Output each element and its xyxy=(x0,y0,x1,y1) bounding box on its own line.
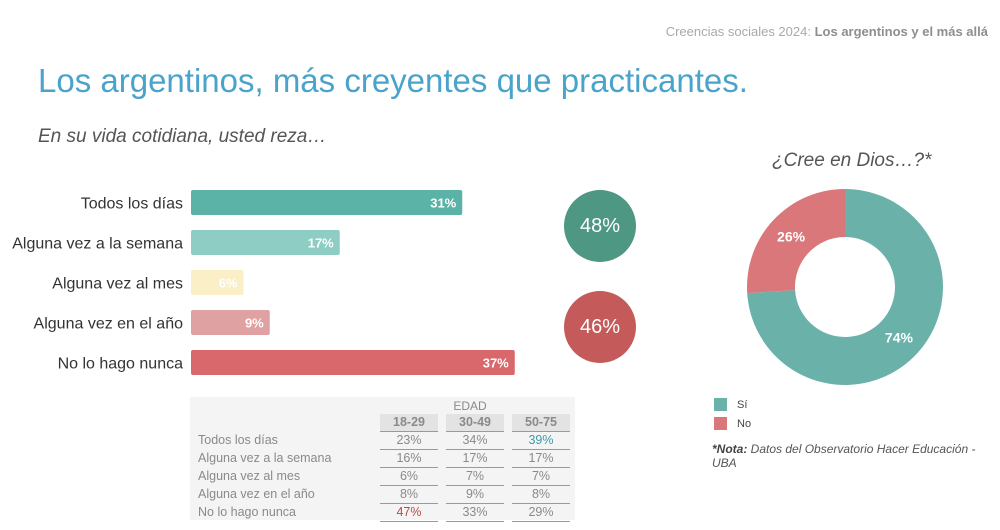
age-col-gap xyxy=(504,414,512,432)
cell: 23% xyxy=(380,431,438,450)
cell: 17% xyxy=(512,449,570,468)
header-note: Creencias sociales 2024: Los argentinos … xyxy=(666,24,988,39)
donut-value-label: 74% xyxy=(885,330,914,346)
cell-gap xyxy=(504,468,512,486)
age-col-gap xyxy=(438,414,446,432)
source-note: *Nota: Datos del Observatorio Hacer Educ… xyxy=(712,442,1000,470)
donut-legend: Sí No xyxy=(714,398,751,436)
cell: 7% xyxy=(512,467,570,486)
bar-value-label: 31% xyxy=(430,196,456,211)
cell: 8% xyxy=(380,485,438,504)
bar xyxy=(191,270,244,295)
bar xyxy=(191,310,270,335)
bar xyxy=(191,230,340,255)
cell-gap xyxy=(504,432,512,450)
legend-label-si: Sí xyxy=(737,398,748,411)
header-topic: Los argentinos y el más allá xyxy=(814,24,988,39)
donut-slice xyxy=(747,189,943,385)
row-label: Todos los días xyxy=(198,433,278,447)
bar xyxy=(191,190,463,215)
table-row: Alguna vez al mes 6% 7% 7% xyxy=(198,467,570,486)
row-label: No lo hago nunca xyxy=(198,505,296,519)
bar-category-label: Todos los días xyxy=(81,196,183,213)
age-breakdown-table: 18-29 30-49 50-75 Todos los días 23% 34%… xyxy=(198,414,570,522)
table-row: No lo hago nunca 47% 33% 29% xyxy=(198,503,570,522)
row-label: Alguna vez en el año xyxy=(198,487,315,501)
legend-item-si: Sí xyxy=(714,398,751,411)
cell: 33% xyxy=(446,503,504,522)
page-title: Los argentinos, más creyentes que practi… xyxy=(38,62,748,99)
legend-swatch-si xyxy=(714,398,727,411)
note-bold: *Nota: xyxy=(712,442,748,456)
legend-swatch-no xyxy=(714,417,727,430)
cell-gap xyxy=(438,468,446,486)
bubble-frequent: 48% xyxy=(564,190,636,262)
cell-gap xyxy=(504,486,512,504)
cell: 8% xyxy=(512,485,570,504)
row-label: Alguna vez al mes xyxy=(198,469,301,483)
cell: 34% xyxy=(446,431,504,450)
bar-value-label: 17% xyxy=(308,236,334,251)
header-series: Creencias sociales 2024: xyxy=(665,24,811,39)
table-row: Alguna vez en el año 8% 9% 8% xyxy=(198,485,570,504)
cell: 16% xyxy=(380,449,438,468)
donut-slice xyxy=(747,189,845,294)
bubble-rare: 46% xyxy=(564,291,636,363)
age-group-header-label: EDAD xyxy=(453,399,487,413)
cell-gap xyxy=(438,432,446,450)
cell: 7% xyxy=(446,467,504,486)
table-row: Alguna vez a la semana 16% 17% 17% xyxy=(198,449,570,468)
age-col-header-1: 18-29 xyxy=(380,414,438,432)
donut-chart: 74% 26% xyxy=(747,189,943,385)
bar-value-label: 6% xyxy=(219,276,238,291)
cell-gap xyxy=(438,486,446,504)
cell: 17% xyxy=(446,449,504,468)
age-table: EDAD 18-29 30-49 50-75 Todos los días 23… xyxy=(190,397,575,522)
bar xyxy=(191,350,515,375)
bar-category-label: No lo hago nunca xyxy=(58,356,184,373)
cell: 29% xyxy=(512,503,570,522)
cell-highlight: 47% xyxy=(380,503,438,522)
cell: 6% xyxy=(380,467,438,486)
bar-chart-subtitle: En su vida cotidiana, usted reza… xyxy=(38,126,327,147)
table-row: Todos los días 23% 34% 39% xyxy=(198,431,570,450)
age-header-row: 18-29 30-49 50-75 xyxy=(198,414,570,432)
donut-title: ¿Cree en Dios…?* xyxy=(772,150,932,171)
note-text: Datos del Observatorio Hacer Educación -… xyxy=(712,442,976,470)
age-group-header: EDAD xyxy=(190,399,575,413)
bar-chart: Todos los días 31% Alguna vez a la semana 1… xyxy=(12,190,515,375)
cell: 9% xyxy=(446,485,504,504)
cell-gap xyxy=(504,450,512,468)
bar-value-label: 37% xyxy=(483,356,509,371)
bar-category-label: Alguna vez al mes xyxy=(52,276,183,293)
cell-highlight: 39% xyxy=(512,431,570,450)
legend-label-no: No xyxy=(737,417,752,430)
cell-gap xyxy=(438,450,446,468)
donut-value-label: 26% xyxy=(777,228,806,244)
bar-category-label: Alguna vez en el año xyxy=(34,316,184,333)
age-col-header-3: 50-75 xyxy=(512,414,570,432)
cell-gap xyxy=(438,504,446,522)
age-col-header-2: 30-49 xyxy=(446,414,504,432)
row-label: Alguna vez a la semana xyxy=(198,451,332,465)
legend-item-no: No xyxy=(714,417,751,430)
bar-category-label: Alguna vez a la semana xyxy=(12,236,183,253)
bar-value-label: 9% xyxy=(245,316,264,331)
cell-gap xyxy=(504,504,512,522)
age-header-empty xyxy=(198,414,380,432)
